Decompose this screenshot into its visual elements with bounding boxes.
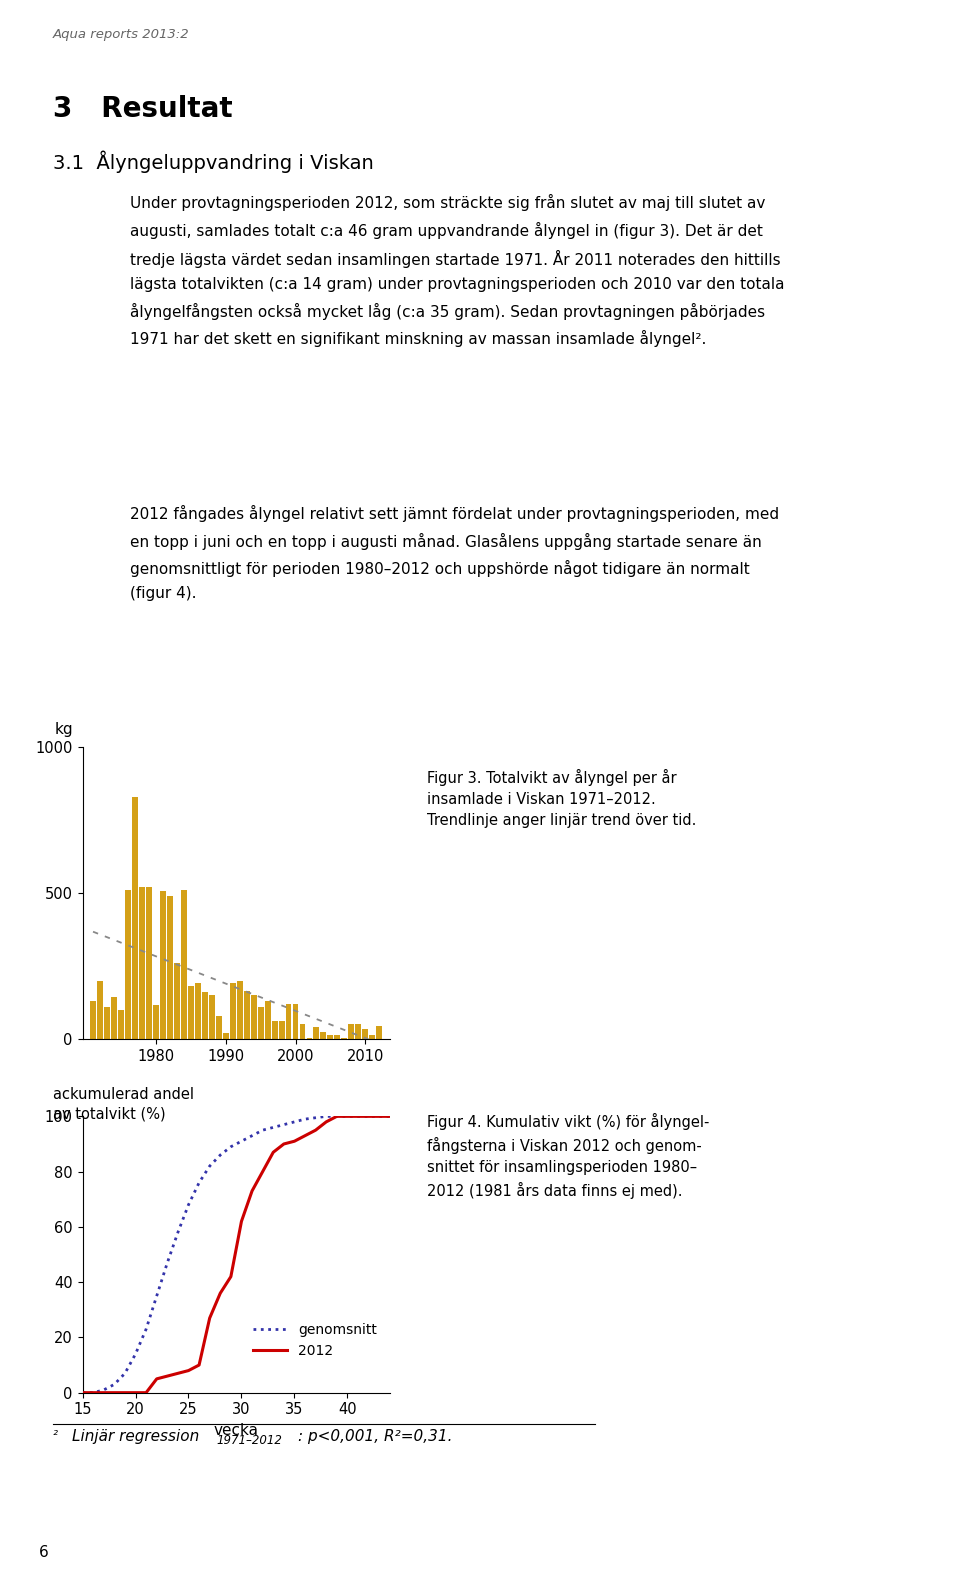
Bar — [376, 1025, 382, 1039]
Bar — [237, 981, 243, 1039]
Bar — [334, 1034, 341, 1039]
Text: Figur 3. Totalvikt av ålyngel per år
insamlade i Viskan 1971–2012.
Trendlinje an: Figur 3. Totalvikt av ålyngel per år ins… — [427, 769, 697, 827]
Text: Figur 4. Kumulativ vikt (%) för ålyngel-
fångsterna i Viskan 2012 och genom-
sni: Figur 4. Kumulativ vikt (%) för ålyngel-… — [427, 1113, 709, 1200]
Bar — [153, 1006, 158, 1039]
Bar — [146, 887, 152, 1039]
Bar — [293, 1004, 299, 1039]
Legend: genomsnitt, 2012: genomsnitt, 2012 — [247, 1317, 383, 1364]
Bar — [139, 887, 145, 1039]
Bar — [355, 1025, 361, 1039]
Bar — [327, 1034, 333, 1039]
Text: kg: kg — [55, 723, 73, 737]
Bar — [125, 891, 131, 1039]
Text: ²: ² — [53, 1429, 61, 1442]
Text: 3.1  Ålyngeluppvandring i Viskan: 3.1 Ålyngeluppvandring i Viskan — [53, 150, 373, 172]
Text: Linjär regression: Linjär regression — [72, 1429, 204, 1443]
Bar — [202, 992, 207, 1039]
Bar — [188, 987, 194, 1039]
Bar — [265, 1001, 271, 1039]
Text: 1971–2012: 1971–2012 — [216, 1434, 282, 1446]
Bar — [278, 1022, 284, 1039]
Bar — [195, 984, 201, 1039]
Text: Under provtagningsperioden 2012, som sträckte sig från slutet av maj till slutet: Under provtagningsperioden 2012, som str… — [130, 194, 784, 347]
Bar — [285, 1004, 292, 1039]
Bar — [257, 1007, 264, 1039]
Bar — [167, 895, 173, 1039]
Bar — [111, 996, 117, 1039]
Text: 2012 fångades ålyngel relativt sett jämnt fördelat under provtagningsperioden, m: 2012 fångades ålyngel relativt sett jämn… — [130, 505, 779, 602]
Bar — [251, 995, 256, 1039]
Bar — [244, 990, 250, 1039]
Bar — [321, 1031, 326, 1039]
Bar — [118, 1011, 124, 1039]
Bar — [362, 1030, 369, 1039]
Bar — [160, 892, 166, 1039]
Text: Aqua reports 2013:2: Aqua reports 2013:2 — [53, 28, 189, 41]
Bar — [272, 1022, 277, 1039]
Bar — [180, 891, 187, 1039]
Bar — [97, 981, 103, 1039]
Text: : p<0,001, R²=0,31.: : p<0,001, R²=0,31. — [298, 1429, 452, 1443]
Bar — [223, 1033, 228, 1039]
Bar — [300, 1025, 305, 1039]
Bar — [104, 1007, 110, 1039]
Text: 6: 6 — [38, 1546, 48, 1560]
Bar — [229, 984, 235, 1039]
Text: ackumulerad andel: ackumulerad andel — [53, 1088, 194, 1102]
Bar — [314, 1028, 320, 1039]
Bar — [370, 1034, 375, 1039]
Text: 3   Resultat: 3 Resultat — [53, 95, 232, 123]
Bar — [132, 796, 138, 1039]
Bar — [348, 1025, 354, 1039]
Bar — [216, 1015, 222, 1039]
Text: av totalvikt (%): av totalvikt (%) — [53, 1107, 165, 1121]
Bar — [174, 963, 180, 1039]
Bar — [90, 1001, 96, 1039]
Bar — [208, 995, 215, 1039]
X-axis label: vecka: vecka — [214, 1423, 258, 1438]
